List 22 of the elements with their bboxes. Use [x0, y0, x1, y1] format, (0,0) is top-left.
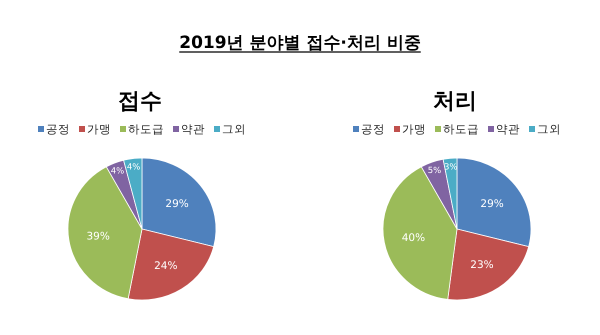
data-label: 40%	[402, 232, 426, 244]
legend-label: 가맹	[87, 122, 111, 136]
legend-label: 하도급	[128, 122, 164, 136]
data-label: 29%	[165, 198, 189, 210]
text: 2019년 분야별 접수·처리 비중	[179, 33, 421, 53]
chart-subtitle: 접수	[118, 89, 162, 114]
data-label: 39%	[86, 230, 110, 243]
chart-title: 처리	[433, 89, 477, 114]
data-label: 29%	[480, 198, 504, 210]
data-label: 4%	[126, 162, 140, 173]
data-label: 5%	[428, 166, 442, 176]
legend-label: 그외	[537, 122, 561, 136]
legend-label: 공정	[361, 122, 385, 136]
data-label: 4%	[110, 166, 124, 177]
legend-label: 공정	[46, 122, 70, 136]
legend-label: 하도급	[443, 122, 479, 136]
legend-label: 약관	[496, 122, 520, 136]
data-label: 24%	[154, 260, 178, 272]
data-label: 23%	[470, 259, 494, 272]
legend-label: 약관	[181, 122, 205, 136]
legend-label: 그외	[222, 122, 246, 136]
legend-label: 가맹	[402, 122, 426, 136]
